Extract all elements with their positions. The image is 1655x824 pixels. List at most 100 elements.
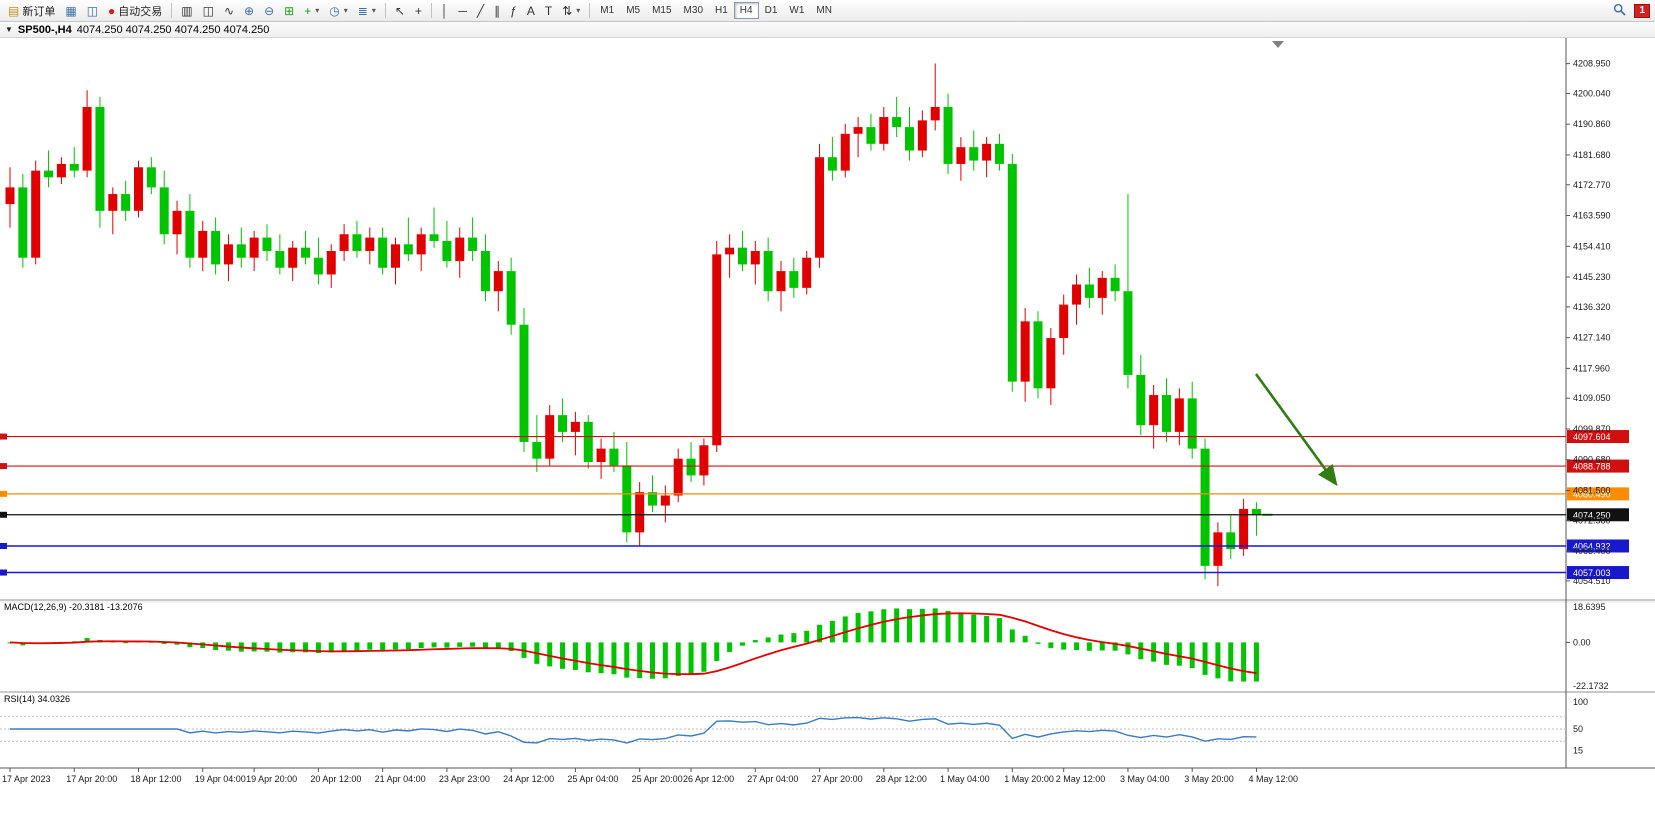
new-order-icon: ▤ <box>8 3 20 18</box>
market-watch-button[interactable]: ◫ <box>82 2 103 20</box>
timeframe-h4[interactable]: H4 <box>733 2 759 19</box>
chart-window-icon: ▦ <box>65 3 77 18</box>
svg-text:18.6395: 18.6395 <box>1573 602 1606 612</box>
svg-text:25 Apr 20:00: 25 Apr 20:00 <box>632 774 683 784</box>
svg-text:3 May 20:00: 3 May 20:00 <box>1184 774 1234 784</box>
svg-text:4136.320: 4136.320 <box>1573 302 1611 312</box>
svg-text:4163.590: 4163.590 <box>1573 211 1611 221</box>
main-chart[interactable] <box>5 63 1273 586</box>
time-axis[interactable]: 17 Apr 2023 17 Apr 20:00 18 Apr 12:00 19 Ap… <box>2 768 1298 784</box>
indicator-list-button[interactable]: ≣ ▾ <box>353 2 381 20</box>
chart-window[interactable]: 4097.604 4088.788 4080.490 4074.250 4064.932… <box>0 38 1655 824</box>
auto-trading-icon: ● <box>108 3 116 18</box>
candle-chart-button[interactable]: ◫ <box>198 2 219 20</box>
svg-text:20 Apr 12:00: 20 Apr 12:00 <box>310 774 361 784</box>
new-chart-icon: + <box>304 3 312 18</box>
svg-text:50: 50 <box>1573 724 1583 734</box>
line-chart-button[interactable]: ∿ <box>219 2 239 20</box>
notification-badge[interactable]: 1 <box>1634 3 1650 18</box>
svg-text:4190.860: 4190.860 <box>1573 119 1611 129</box>
svg-text:19 Apr 20:00: 19 Apr 20:00 <box>246 774 297 784</box>
new-order-button[interactable]: ▤ 新订单 <box>3 2 60 20</box>
svg-text:2 May 12:00: 2 May 12:00 <box>1056 774 1106 784</box>
svg-text:23 Apr 23:00: 23 Apr 23:00 <box>439 774 490 784</box>
svg-text:100: 100 <box>1573 697 1588 707</box>
svg-text:27 Apr 20:00: 27 Apr 20:00 <box>812 774 863 784</box>
svg-text:4154.410: 4154.410 <box>1573 241 1611 251</box>
svg-text:4081.500: 4081.500 <box>1573 485 1611 495</box>
crosshair-button[interactable]: + <box>410 2 427 20</box>
svg-text:4097.604: 4097.604 <box>1573 432 1611 442</box>
auto-trading-button[interactable]: ● 自动交易 <box>103 2 167 20</box>
chart-window-button[interactable]: ▦ <box>60 2 81 20</box>
svg-text:24 Apr 12:00: 24 Apr 12:00 <box>503 774 554 784</box>
price-axis[interactable]: 4208.950 4200.040 4190.860 4181.680 4172.770… <box>1566 59 1611 586</box>
search-icon[interactable] <box>1613 3 1627 19</box>
svg-text:4088.788: 4088.788 <box>1573 462 1611 472</box>
arrows-icon: ⇅ <box>562 3 573 18</box>
channel-button[interactable]: ∥ <box>489 2 505 20</box>
tile-windows-button[interactable]: ⊞ <box>279 2 299 20</box>
timeframe-m5[interactable]: M5 <box>626 5 641 16</box>
svg-text:4117.960: 4117.960 <box>1573 363 1610 373</box>
timeframe-m30[interactable]: M30 <box>683 5 703 16</box>
line-chart-icon: ∿ <box>223 3 235 18</box>
svg-text:-22.1732: -22.1732 <box>1573 681 1609 691</box>
svg-text:4063.400: 4063.400 <box>1573 546 1611 556</box>
arrows-button[interactable]: ⇅ ▾ <box>557 2 585 20</box>
svg-text:3 May 04:00: 3 May 04:00 <box>1120 774 1170 784</box>
svg-text:26 Apr 12:00: 26 Apr 12:00 <box>683 774 734 784</box>
vertical-line-button[interactable]: │ <box>436 2 454 20</box>
svg-text:4181.680: 4181.680 <box>1573 150 1611 160</box>
text-label-button[interactable]: T <box>540 2 557 20</box>
toolbar-separator <box>589 3 591 18</box>
rsi-panel[interactable]: 100 50 15 <box>0 697 1588 756</box>
timeframe-m15[interactable]: M15 <box>652 5 672 16</box>
cursor-button[interactable]: ↖ <box>390 2 410 20</box>
toolbar-separator <box>171 3 173 18</box>
svg-text:4208.950: 4208.950 <box>1573 59 1611 69</box>
toolbar-separator <box>384 3 386 18</box>
svg-text:4072.580: 4072.580 <box>1573 515 1611 525</box>
toolbar-separator <box>430 3 432 18</box>
zoom-out-button[interactable]: ⊖ <box>259 2 279 20</box>
text-icon: A <box>526 3 535 18</box>
timeframe-mn[interactable]: MN <box>816 5 832 16</box>
timeframe-m1[interactable]: M1 <box>600 5 615 16</box>
bar-chart-icon: ▥ <box>181 3 193 18</box>
main-toolbar: ▤ 新订单 ▦ ◫ ● 自动交易 ▥ ◫ ∿ ⊕ ⊖ ⊞ + ▾ ◷ ▾ ≣ ▾… <box>0 0 1655 22</box>
new-chart-button[interactable]: + ▾ <box>299 2 324 20</box>
svg-text:15: 15 <box>1573 746 1583 756</box>
new-order-label: 新订单 <box>22 5 56 18</box>
text-button[interactable]: A <box>522 2 540 20</box>
svg-text:4145.230: 4145.230 <box>1573 272 1611 282</box>
timeframe-d1[interactable]: D1 <box>764 5 778 16</box>
fibonacci-button[interactable]: ƒ <box>505 2 522 20</box>
svg-text:4172.770: 4172.770 <box>1573 180 1611 190</box>
svg-text:17 Apr 20:00: 17 Apr 20:00 <box>66 774 117 784</box>
crosshair-icon: + <box>414 3 422 18</box>
bar-chart-button[interactable]: ▥ <box>176 2 197 20</box>
svg-text:4064.932: 4064.932 <box>1573 541 1611 551</box>
zoom-out-icon: ⊖ <box>264 3 275 18</box>
chart-canvas[interactable]: 4097.604 4088.788 4080.490 4074.250 4064.932… <box>0 38 1655 824</box>
period-button[interactable]: ◷ ▾ <box>324 2 353 20</box>
macd-panel[interactable]: 18.6395 0.00 -22.1732 <box>7 602 1609 691</box>
svg-text:4200.040: 4200.040 <box>1573 88 1611 98</box>
chevron-down-icon: ▾ <box>576 6 581 15</box>
one-click-trading-icon[interactable]: ▼ <box>5 25 13 34</box>
horizontal-line-button[interactable]: ─ <box>453 2 472 20</box>
svg-text:28 Apr 12:00: 28 Apr 12:00 <box>876 774 927 784</box>
svg-text:4074.250: 4074.250 <box>1573 510 1611 520</box>
clock-icon: ◷ <box>329 3 340 18</box>
trend-line-button[interactable]: ╱ <box>472 2 489 20</box>
timeframe-h1[interactable]: H1 <box>715 5 728 16</box>
timeframe-w1[interactable]: W1 <box>789 5 805 16</box>
macd-label: MACD(12,26,9) -20.3181 -13.2076 <box>4 602 143 612</box>
svg-text:4057.003: 4057.003 <box>1573 568 1611 578</box>
trend-arrow-annotation[interactable] <box>1254 373 1338 487</box>
zoom-in-button[interactable]: ⊕ <box>239 2 259 20</box>
chart-symbol-period: SP500-,H4 <box>17 23 72 36</box>
channel-icon: ∥ <box>494 3 501 18</box>
horizontal-lines[interactable]: 4097.604 4088.788 4080.490 4074.250 4064.932… <box>0 430 1629 580</box>
